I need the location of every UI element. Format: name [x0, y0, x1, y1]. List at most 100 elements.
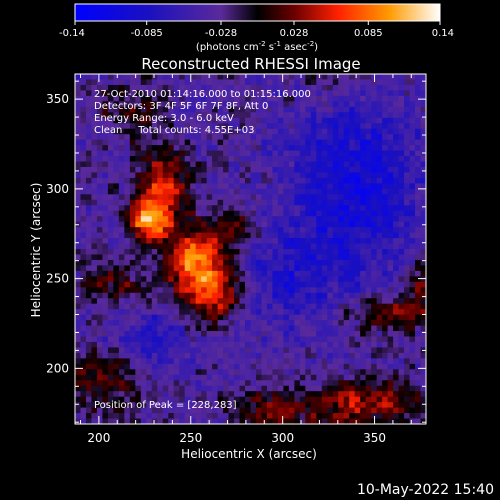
heatmap-cell — [113, 369, 120, 376]
heatmap-cell — [305, 281, 312, 288]
heatmap-cell — [157, 216, 164, 223]
heatmap-cell — [151, 418, 158, 425]
heatmap-cell — [173, 134, 180, 141]
heatmap-cell — [376, 341, 383, 348]
heatmap-cell — [234, 418, 240, 425]
heatmap-cell — [338, 418, 345, 425]
heatmap-cell — [250, 210, 257, 217]
heatmap-cell — [343, 112, 350, 119]
heatmap-cell — [387, 391, 394, 398]
heatmap-cell — [266, 166, 273, 173]
heatmap-cell — [404, 287, 410, 294]
heatmap-cell — [173, 402, 180, 408]
heatmap-cell — [321, 314, 328, 321]
heatmap-cell — [305, 199, 312, 206]
heatmap-cell — [173, 352, 180, 359]
heatmap-cell — [239, 227, 246, 233]
heatmap-cell — [250, 347, 257, 354]
heatmap-cell — [157, 385, 164, 392]
heatmap-cell — [277, 287, 284, 294]
heatmap-cell — [288, 177, 295, 184]
heatmap-cell — [409, 413, 416, 419]
heatmap-cell — [206, 90, 213, 97]
heatmap-cell — [327, 402, 334, 408]
heatmap-cell — [387, 407, 394, 414]
heatmap-cell — [85, 341, 92, 348]
heatmap-cell — [157, 347, 164, 354]
heatmap-cell — [255, 227, 262, 233]
heatmap-cell — [283, 139, 290, 146]
heatmap-cell — [184, 292, 191, 299]
heatmap-cell — [173, 396, 180, 403]
heatmap-cell — [338, 74, 345, 80]
heatmap-cell — [360, 413, 367, 419]
heatmap-cell — [102, 281, 109, 288]
heatmap-cell — [245, 128, 251, 135]
heatmap-cell — [184, 358, 191, 365]
heatmap-cell — [332, 331, 339, 337]
heatmap-cell — [124, 352, 131, 359]
heatmap-cell — [382, 374, 389, 381]
heatmap-cell — [179, 112, 186, 119]
heatmap-cell — [261, 369, 268, 376]
heatmap-cell — [201, 210, 208, 217]
heatmap-cell — [327, 325, 334, 332]
heatmap-cell — [327, 74, 334, 80]
heatmap-cell — [212, 227, 218, 233]
heatmap-cell — [195, 199, 202, 206]
heatmap-cell — [365, 134, 372, 141]
heatmap-cell — [250, 385, 257, 392]
heatmap-cell — [266, 216, 273, 223]
heatmap-cell — [305, 363, 312, 370]
heatmap-cell — [398, 374, 405, 381]
heatmap-cell — [299, 347, 306, 354]
heatmap-cell — [371, 331, 378, 337]
heatmap-cell — [75, 112, 81, 119]
heatmap-cell — [338, 232, 345, 239]
heatmap-cell — [234, 95, 240, 102]
heatmap-cell — [162, 232, 169, 239]
heatmap-cell — [305, 188, 312, 195]
heatmap-cell — [190, 369, 197, 376]
heatmap-cell — [316, 101, 323, 108]
heatmap-cell — [343, 341, 350, 348]
heatmap-cell — [404, 205, 410, 212]
heatmap-cell — [332, 123, 339, 130]
heatmap-cell — [85, 270, 92, 277]
heatmap-cell — [321, 106, 328, 113]
heatmap-cell — [272, 385, 279, 392]
heatmap-cell — [223, 123, 229, 130]
heatmap-cell — [272, 150, 279, 157]
heatmap-cell — [239, 194, 246, 201]
heatmap-cell — [277, 84, 284, 91]
heatmap-cell — [327, 117, 334, 124]
heatmap-cell — [168, 183, 175, 190]
heatmap-cell — [288, 347, 295, 354]
heatmap-cell — [146, 402, 153, 408]
annotation-time: 27-Oct-2010 01:14:16.000 to 01:15:16.000 — [94, 89, 311, 100]
heatmap-cell — [135, 172, 142, 179]
heatmap-cell — [239, 325, 246, 332]
heatmap-cell — [272, 227, 279, 233]
heatmap-cell — [288, 238, 295, 244]
heatmap-cell — [157, 150, 164, 157]
heatmap-cell — [305, 303, 312, 310]
heatmap-cell — [365, 281, 372, 288]
heatmap-cell — [80, 194, 87, 201]
heatmap-cell — [146, 358, 153, 365]
heatmap-cell — [184, 199, 191, 206]
heatmap-cell — [382, 221, 389, 228]
heatmap-cell — [102, 74, 109, 80]
heatmap-cell — [415, 172, 421, 179]
heatmap-cell — [195, 166, 202, 173]
heatmap-cell — [179, 407, 186, 414]
heatmap-cell — [217, 134, 224, 141]
heatmap-cell — [173, 199, 180, 206]
heatmap-cell — [129, 243, 136, 250]
heatmap-cell — [206, 336, 213, 343]
heatmap-cell — [173, 238, 180, 244]
heatmap-cell — [113, 281, 120, 288]
heatmap-cell — [129, 413, 136, 419]
heatmap-cell — [206, 134, 213, 141]
heatmap-cell — [332, 238, 339, 244]
